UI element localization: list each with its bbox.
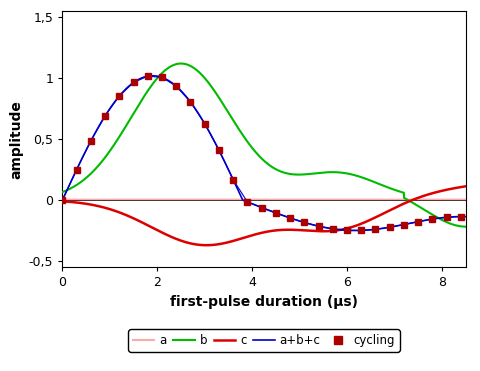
X-axis label: first-pulse duration (μs): first-pulse duration (μs) — [170, 295, 358, 309]
Y-axis label: amplitude: amplitude — [9, 100, 24, 178]
Legend: a, b, c, a+b+c, cycling: a, b, c, a+b+c, cycling — [129, 329, 399, 352]
